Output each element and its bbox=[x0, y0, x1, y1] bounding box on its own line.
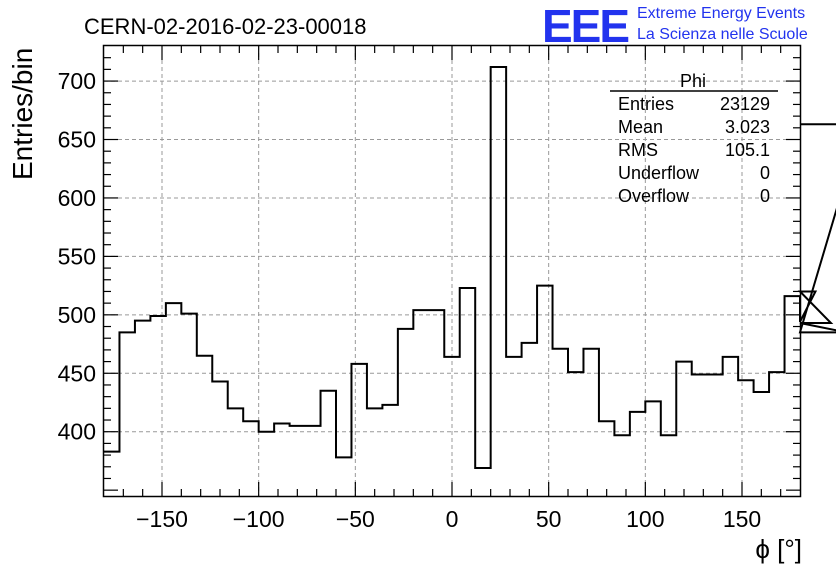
x-tick-label: 100 bbox=[626, 506, 664, 532]
plot-frame bbox=[102, 44, 802, 498]
stat-value-underflow: 0 bbox=[760, 163, 770, 183]
x-tick-label: −150 bbox=[136, 506, 188, 532]
y-axis-label: Entries/bin bbox=[7, 48, 38, 180]
stats-title: Phi bbox=[680, 71, 706, 91]
stat-value-overflow: 0 bbox=[760, 186, 770, 206]
histogram-series-line bbox=[104, 66, 836, 469]
x-tick-label: −100 bbox=[233, 506, 285, 532]
stat-label-underflow: Underflow bbox=[618, 163, 700, 183]
y-tick-label: 450 bbox=[58, 360, 96, 386]
x-tick-label: 50 bbox=[536, 506, 562, 532]
eee-logo-mark: EEE bbox=[542, 0, 628, 52]
x-tick-label: −50 bbox=[336, 506, 375, 532]
stats-box: Phi Entries 23129 Mean 3.023 RMS 105.1 U… bbox=[610, 71, 778, 206]
axis-ticks bbox=[104, 46, 800, 496]
stat-value-entries: 23129 bbox=[720, 94, 770, 114]
stat-value-mean: 3.023 bbox=[725, 117, 770, 137]
y-tick-label: 700 bbox=[58, 68, 96, 94]
stat-label-mean: Mean bbox=[618, 117, 663, 137]
grid-lines bbox=[104, 46, 800, 496]
stat-value-rms: 105.1 bbox=[725, 140, 770, 160]
y-tick-label: 600 bbox=[58, 185, 96, 211]
logo-line-1: Extreme Energy Events bbox=[637, 5, 805, 22]
y-tick-label: 650 bbox=[58, 127, 96, 153]
x-axis-label: ϕ [°] bbox=[755, 534, 802, 564]
y-tick-label: 550 bbox=[58, 243, 96, 269]
y-tick-labels: 400 450 500 550 600 650 700 bbox=[58, 68, 96, 445]
logo-line-2: La Scienza nelle Scuole bbox=[637, 26, 808, 43]
stat-label-rms: RMS bbox=[618, 140, 658, 160]
y-tick-label: 500 bbox=[58, 302, 96, 328]
stat-label-entries: Entries bbox=[618, 94, 674, 114]
x-tick-label: 0 bbox=[446, 506, 459, 532]
x-tick-label: 150 bbox=[723, 506, 761, 532]
x-tick-labels: −150 −100 −50 0 50 100 150 bbox=[136, 506, 761, 532]
y-tick-label: 400 bbox=[58, 419, 96, 445]
chart-title: CERN-02-2016-02-23-00018 bbox=[84, 14, 367, 39]
stat-label-overflow: Overflow bbox=[618, 186, 690, 206]
